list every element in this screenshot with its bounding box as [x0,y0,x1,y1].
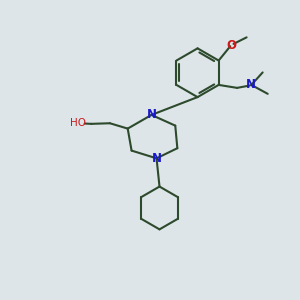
Text: O: O [226,39,236,52]
Text: N: N [152,152,161,165]
Text: HO: HO [70,118,86,128]
Text: N: N [246,78,256,92]
Text: N: N [146,108,157,122]
